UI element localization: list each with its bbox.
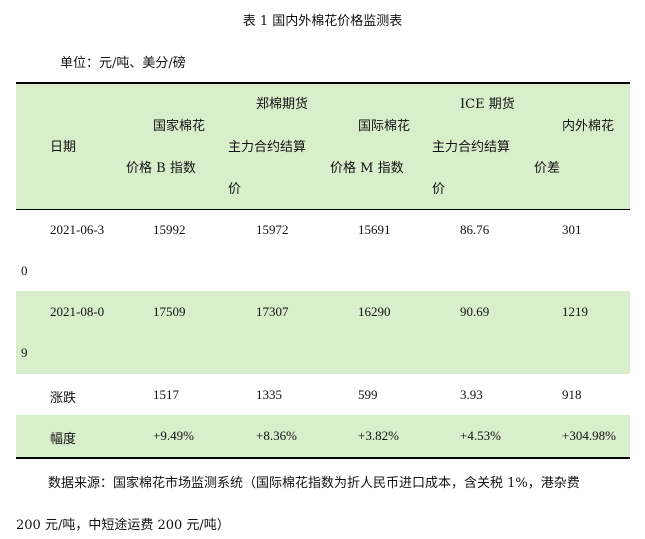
header-bottom-rule — [16, 209, 630, 210]
row4-label: 幅度 — [50, 432, 77, 447]
header-national-l2: 价格 B 指数 — [126, 161, 196, 176]
row2-national: 17509 — [153, 304, 186, 319]
row1-intl: 15691 — [358, 222, 391, 237]
row2-ice: 90.69 — [460, 304, 490, 319]
row2-date-b: 9 — [21, 345, 28, 360]
row2-band — [16, 291, 630, 374]
row1-date-b: 0 — [21, 263, 28, 278]
row1-spread: 301 — [562, 222, 582, 237]
row3-zce: 1335 — [256, 387, 282, 402]
top-rule — [16, 82, 630, 84]
header-zce-l3: 价 — [228, 182, 242, 197]
row2-spread: 1219 — [562, 304, 588, 319]
header-intl-l1: 国际棉花 — [358, 119, 411, 134]
header-spread-l1: 内外棉花 — [562, 119, 615, 134]
header-band — [16, 84, 630, 209]
header-zce-l1: 郑棉期货 — [256, 97, 309, 112]
row1-zce: 15972 — [256, 222, 289, 237]
header-ice-l3: 价 — [432, 182, 446, 197]
row4-intl: +3.82% — [358, 428, 399, 443]
row3-spread: 918 — [562, 387, 582, 402]
header-spread-l2: 价差 — [534, 161, 561, 176]
header-ice-l2: 主力合约结算 — [432, 140, 511, 155]
row3-national: 1517 — [153, 387, 179, 402]
row1-national: 15992 — [153, 222, 186, 237]
table-caption: 表 1 国内外棉花价格监测表 — [242, 14, 403, 29]
header-intl-l2: 价格 M 指数 — [330, 161, 404, 176]
row2-intl: 16290 — [358, 304, 391, 319]
unit-label: 单位：元/吨、美分/磅 — [60, 56, 186, 71]
header-national-l1: 国家棉花 — [153, 119, 206, 134]
row1-ice: 86.76 — [460, 222, 490, 237]
row4-ice: +4.53% — [460, 428, 501, 443]
row1-date-a: 2021-06-3 — [50, 222, 105, 237]
row4-spread: +304.98% — [562, 428, 616, 443]
row3-ice: 3.93 — [460, 387, 483, 402]
row3-label: 涨跌 — [50, 391, 77, 406]
bottom-rule — [16, 457, 630, 459]
row4-zce: +8.36% — [256, 428, 297, 443]
row4-band — [16, 415, 630, 457]
row4-national: +9.49% — [153, 428, 194, 443]
source-note-line1: 数据来源：国家棉花市场监测系统（国际棉花指数为折人民币进口成本，含关税 1%，港… — [48, 476, 580, 491]
header-zce-l2: 主力合约结算 — [228, 140, 307, 155]
row3-intl: 599 — [358, 387, 378, 402]
row2-date-a: 2021-08-0 — [50, 304, 105, 319]
header-date: 日期 — [50, 140, 77, 155]
source-note-line2: 200 元/吨，中短途运费 200 元/吨） — [16, 518, 230, 533]
row2-zce: 17307 — [256, 304, 289, 319]
header-ice-l1: ICE 期货 — [460, 97, 515, 112]
